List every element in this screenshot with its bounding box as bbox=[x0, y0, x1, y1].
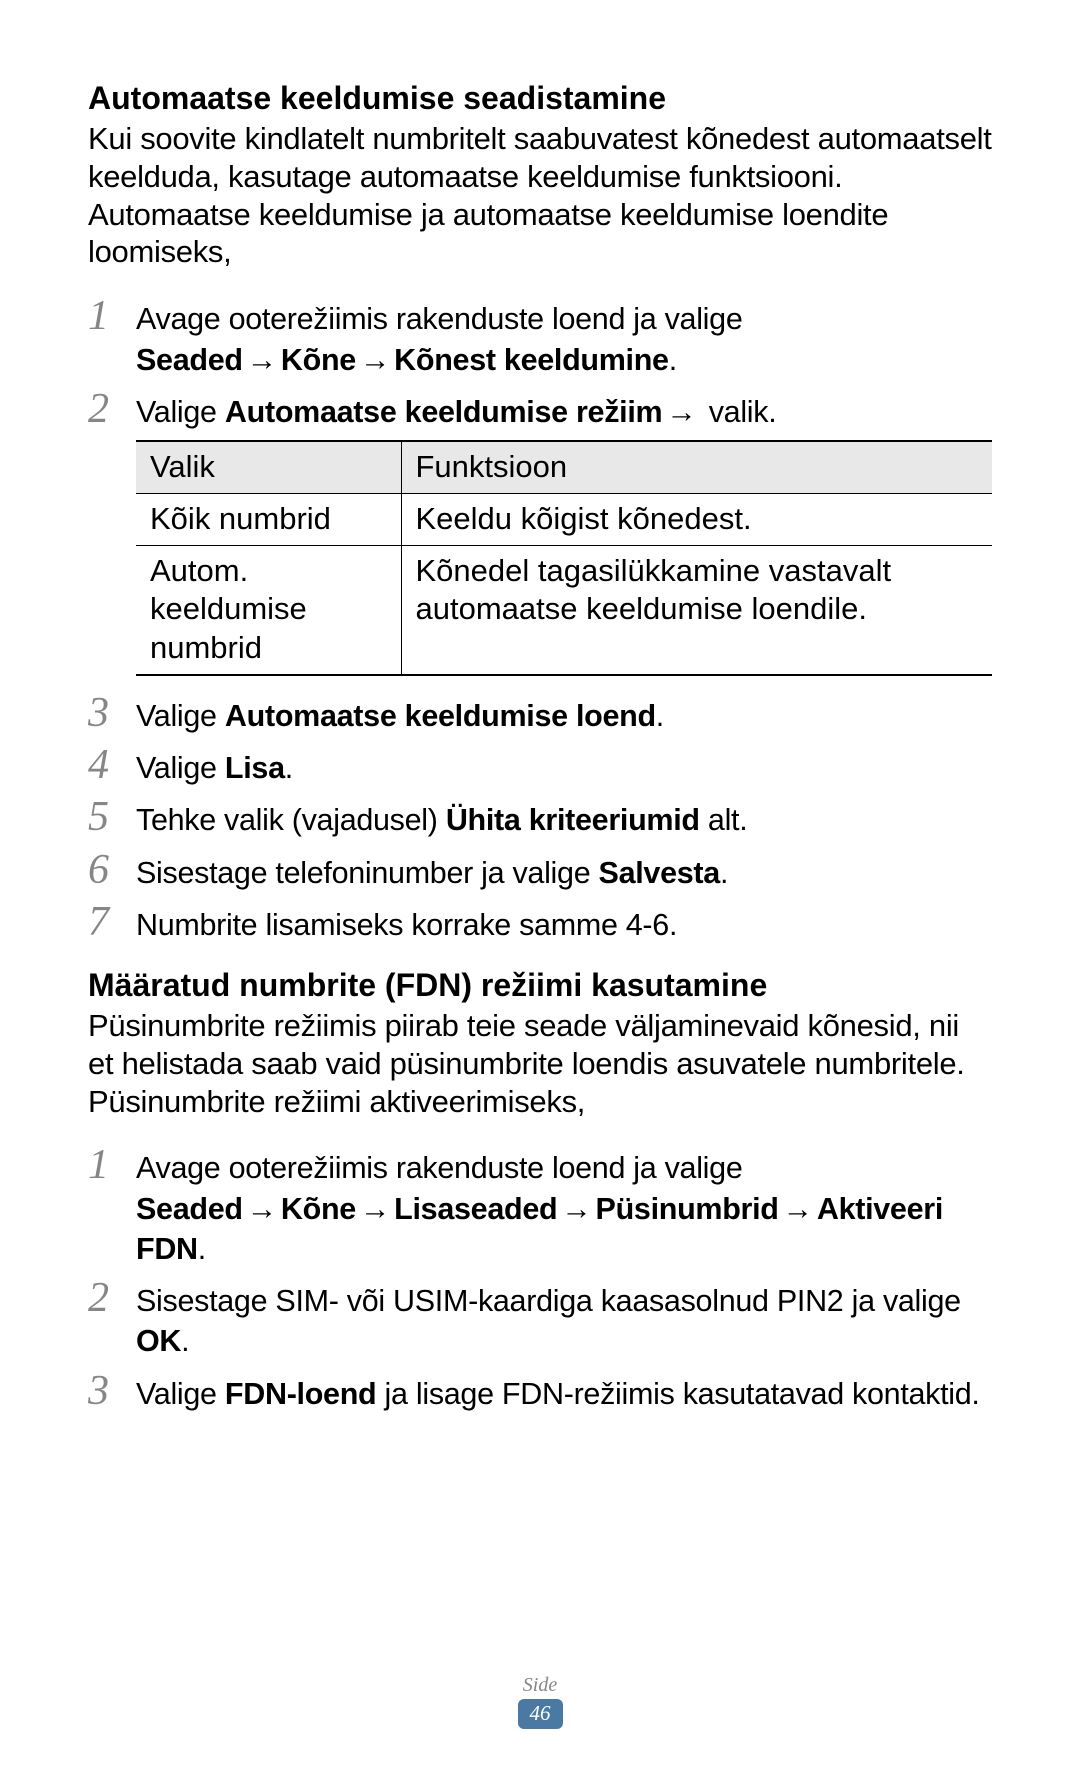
page-number-badge: 46 bbox=[518, 1699, 563, 1729]
step-number: 2 bbox=[88, 1277, 136, 1319]
section1-heading: Automaatse keeldumise seadistamine bbox=[88, 78, 992, 118]
step-text: Valige Lisa. bbox=[136, 744, 293, 788]
b: Seaded bbox=[136, 1192, 243, 1226]
step-number: 3 bbox=[88, 692, 136, 734]
step: 3 Valige FDN-loend ja lisage FDN-režiimi… bbox=[88, 1370, 992, 1414]
t: Tehke valik (vajadusel) bbox=[136, 803, 446, 837]
step-number: 5 bbox=[88, 796, 136, 838]
t: . bbox=[285, 751, 293, 785]
b: Lisa bbox=[225, 751, 285, 785]
step: 1 Avage ooterežiimis rakenduste loend ja… bbox=[88, 295, 992, 380]
step: 5 Tehke valik (vajadusel) Ühita kriteeri… bbox=[88, 796, 992, 840]
t: Valige bbox=[136, 1377, 225, 1411]
section2-intro: Püsinumbrite režiimis piirab teie seade … bbox=[88, 1007, 992, 1120]
step-number: 4 bbox=[88, 744, 136, 786]
b: Ühita kriteeriumid bbox=[446, 803, 700, 837]
b: Automaatse keeldumise režiim bbox=[225, 395, 662, 429]
step-number: 6 bbox=[88, 849, 136, 891]
table-row: Kõik numbrid Keeldu kõigist kõnedest. bbox=[136, 493, 992, 545]
arrow-icon: → bbox=[243, 343, 281, 377]
step-text: Valige Automaatse keeldumise loend. bbox=[136, 692, 664, 736]
step: 2 Valige Automaatse keeldumise režiim→ v… bbox=[88, 388, 992, 432]
t: Sisestage SIM- või USIM-kaardiga kaasaso… bbox=[136, 1284, 961, 1318]
step-text: Tehke valik (vajadusel) Ühita kriteerium… bbox=[136, 796, 747, 840]
t: alt. bbox=[700, 803, 748, 837]
table-row: Autom. keeldumise numbrid Kõnedel tagasi… bbox=[136, 545, 992, 675]
step-text: Sisestage SIM- või USIM-kaardiga kaasaso… bbox=[136, 1277, 992, 1362]
t: . bbox=[656, 699, 664, 733]
t: . bbox=[181, 1324, 189, 1358]
step: 6 Sisestage telefoninumber ja valige Sal… bbox=[88, 849, 992, 893]
table-cell: Keeldu kõigist kõnedest. bbox=[401, 493, 992, 545]
t: Sisestage telefoninumber ja valige bbox=[136, 856, 599, 890]
step: 1 Avage ooterežiimis rakenduste loend ja… bbox=[88, 1144, 992, 1269]
step-text: Numbrite lisamiseks korrake samme 4-6. bbox=[136, 901, 677, 945]
arrow-icon: → bbox=[779, 1192, 817, 1226]
section2-heading: Määratud numbrite (FDN) režiimi kasutami… bbox=[88, 965, 992, 1005]
t: . bbox=[720, 856, 728, 890]
step-text: Valige Automaatse keeldumise režiim→ val… bbox=[136, 388, 776, 432]
arrow-icon: → bbox=[662, 395, 700, 429]
step-number: 1 bbox=[88, 295, 136, 337]
step: 7 Numbrite lisamiseks korrake samme 4-6. bbox=[88, 901, 992, 945]
step: 3 Valige Automaatse keeldumise loend. bbox=[88, 692, 992, 736]
step-number: 2 bbox=[88, 388, 136, 430]
step-number: 7 bbox=[88, 901, 136, 943]
step-text: Sisestage telefoninumber ja valige Salve… bbox=[136, 849, 728, 893]
step-text: Valige FDN-loend ja lisage FDN-režiimis … bbox=[136, 1370, 980, 1414]
table-header: Funktsioon bbox=[401, 441, 992, 493]
t: Valige bbox=[136, 395, 225, 429]
t: ja lisage FDN-režiimis kasutatavad konta… bbox=[376, 1377, 979, 1411]
step: 4 Valige Lisa. bbox=[88, 744, 992, 788]
b: Püsinumbrid bbox=[596, 1192, 779, 1226]
table-cell: Kõnedel tagasilükkamine vastavalt automa… bbox=[401, 545, 992, 675]
t: . bbox=[198, 1232, 206, 1266]
b: Seaded bbox=[136, 343, 243, 377]
t: Valige bbox=[136, 699, 225, 733]
table-header: Valik bbox=[136, 441, 401, 493]
t: . bbox=[669, 343, 677, 377]
b: Automaatse keeldumise loend bbox=[225, 699, 656, 733]
section1-intro: Kui soovite kindlatelt numbritelt saabuv… bbox=[88, 120, 992, 271]
table-cell: Autom. keeldumise numbrid bbox=[136, 545, 401, 675]
section2-steps: 1 Avage ooterežiimis rakenduste loend ja… bbox=[88, 1144, 992, 1414]
b: Salvesta bbox=[599, 856, 720, 890]
arrow-icon: → bbox=[557, 1192, 595, 1226]
step-text: Avage ooterežiimis rakenduste loend ja v… bbox=[136, 295, 992, 380]
step-number: 3 bbox=[88, 1370, 136, 1412]
arrow-icon: → bbox=[243, 1192, 281, 1226]
arrow-icon: → bbox=[356, 343, 394, 377]
section1-steps: 1 Avage ooterežiimis rakenduste loend ja… bbox=[88, 295, 992, 432]
step-text: Avage ooterežiimis rakenduste loend ja v… bbox=[136, 1144, 992, 1269]
b: FDN-loend bbox=[225, 1377, 376, 1411]
b: Kõne bbox=[281, 1192, 356, 1226]
table-cell: Kõik numbrid bbox=[136, 493, 401, 545]
b: OK bbox=[136, 1324, 181, 1358]
arrow-icon: → bbox=[356, 1192, 394, 1226]
section1-steps-cont: 3 Valige Automaatse keeldumise loend. 4 … bbox=[88, 692, 992, 945]
step: 2 Sisestage SIM- või USIM-kaardiga kaasa… bbox=[88, 1277, 992, 1362]
footer-section-label: Side bbox=[0, 1674, 1080, 1697]
options-table: Valik Funktsioon Kõik numbrid Keeldu kõi… bbox=[136, 440, 992, 676]
table-header-row: Valik Funktsioon bbox=[136, 441, 992, 493]
t: Avage ooterežiimis rakenduste loend ja v… bbox=[136, 1151, 742, 1185]
b: Kõnest keeldumine bbox=[394, 343, 669, 377]
page-footer: Side 46 bbox=[0, 1674, 1080, 1729]
b: Lisaseaded bbox=[394, 1192, 557, 1226]
b: Kõne bbox=[281, 343, 356, 377]
t: valik. bbox=[701, 395, 777, 429]
step-number: 1 bbox=[88, 1144, 136, 1186]
t: Avage ooterežiimis rakenduste loend ja v… bbox=[136, 302, 742, 336]
t: Valige bbox=[136, 751, 225, 785]
